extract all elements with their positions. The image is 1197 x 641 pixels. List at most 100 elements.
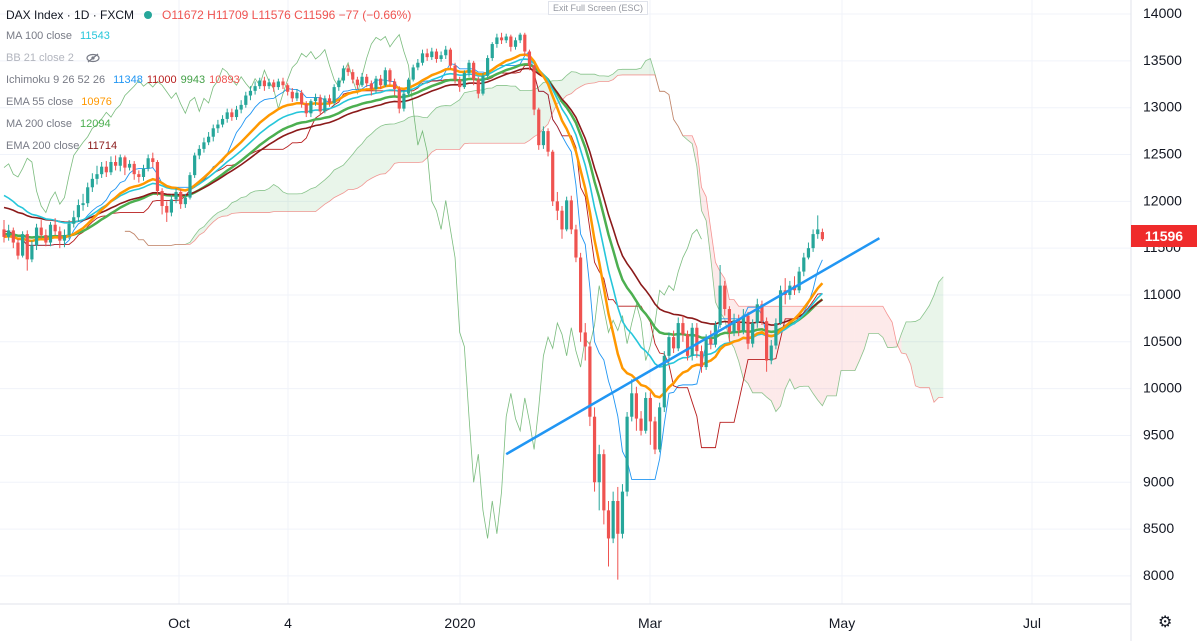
y-tick-label: 12000 — [1143, 192, 1182, 208]
ichimoku-cloud-segment — [906, 321, 911, 365]
candle-body — [527, 51, 532, 66]
ichimoku-cloud-segment — [845, 306, 851, 371]
candle-body — [751, 323, 755, 344]
candle-body — [58, 231, 62, 241]
candle-body — [151, 158, 155, 163]
candle-body — [653, 421, 657, 450]
candle-body — [569, 200, 573, 230]
candle-body — [523, 34, 527, 52]
candle-body — [574, 229, 578, 258]
candle-body — [513, 40, 518, 47]
indicator-value: 11348 — [113, 74, 143, 86]
ichimoku-cloud-segment — [571, 71, 576, 94]
candle-body — [109, 162, 113, 173]
candle-body — [746, 315, 750, 344]
ichimoku-cloud-segment — [408, 116, 414, 163]
candle-body — [658, 407, 662, 450]
ichimoku-cloud-segment — [706, 196, 711, 259]
candle-body — [662, 355, 666, 408]
candle-body — [207, 136, 211, 143]
candle-body — [11, 230, 15, 243]
candle-body — [667, 337, 671, 356]
candle-body — [439, 55, 443, 59]
ichimoku-cloud-segment — [915, 319, 921, 388]
candle-body — [355, 79, 359, 86]
indicator-legend-ema55[interactable]: EMA 55 close 10976 — [6, 96, 112, 108]
candle-body — [374, 78, 378, 89]
candle-body — [560, 210, 564, 230]
ichimoku-cloud-segment — [376, 126, 381, 177]
candle-body — [518, 34, 522, 41]
candle-body — [406, 79, 411, 94]
candle-body — [499, 37, 504, 41]
candle-body — [216, 124, 220, 129]
ichimoku-cloud-segment — [613, 69, 618, 80]
ichimoku-cloud-segment — [636, 68, 642, 75]
candle-body — [7, 230, 11, 237]
ichimoku-cloud-segment — [464, 91, 469, 144]
ichimoku-cloud-segment — [734, 299, 739, 362]
ichimoku-cloud-segment — [357, 143, 363, 189]
candle-body — [588, 346, 592, 417]
candle-body — [458, 79, 462, 88]
ichimoku-cloud-segment — [799, 306, 804, 387]
ichimoku-cloud-segment — [250, 191, 256, 213]
y-tick-label: 13500 — [1143, 52, 1182, 68]
candle-body — [774, 323, 778, 346]
candle-body — [592, 416, 597, 483]
ichimoku-cloud-segment — [455, 99, 460, 150]
gear-icon[interactable]: ⚙ — [1158, 614, 1173, 631]
candle-body — [444, 49, 448, 56]
indicator-name: MA 200 close — [6, 118, 73, 130]
ichimoku-cloud-segment — [566, 71, 572, 96]
indicator-legend-ichimoku[interactable]: Ichimoku 9 26 52 26 11348 11000 9943 108… — [6, 74, 240, 86]
candle-body — [676, 323, 680, 349]
candle-body — [365, 76, 369, 84]
ichimoku-cloud-segment — [473, 90, 479, 144]
ichimoku-cloud-segment — [934, 282, 939, 403]
eye-hidden-icon[interactable] — [86, 53, 100, 63]
ichimoku-cloud-segment — [255, 190, 260, 213]
ichimoku-cloud-segment — [887, 314, 893, 348]
y-tick-label: 14000 — [1143, 5, 1182, 21]
candle-body — [486, 58, 490, 76]
indicator-name: EMA 55 close — [6, 96, 74, 108]
candle-body — [141, 168, 146, 177]
y-tick-label: 10500 — [1143, 333, 1182, 349]
candle-body — [137, 174, 141, 177]
ichimoku-cloud-segment — [320, 179, 325, 208]
candle-body — [383, 70, 387, 86]
ichimoku-cloud-segment — [236, 197, 242, 214]
candle-body — [16, 242, 20, 256]
candle-body — [565, 200, 569, 230]
exit-fullscreen-button[interactable]: Exit Full Screen (ESC) — [548, 1, 649, 15]
candle-body — [402, 93, 406, 109]
ichimoku-cloud-segment — [789, 306, 795, 390]
candle-body — [695, 327, 699, 352]
ichimoku-cloud-segment — [352, 148, 358, 190]
indicator-name: MA 100 close — [6, 30, 73, 42]
candle-body — [21, 234, 25, 256]
candle-body — [802, 257, 806, 272]
candle-body — [253, 86, 257, 91]
candle-body — [25, 234, 29, 260]
candle-body — [30, 245, 34, 260]
indicator-legend-ma200[interactable]: MA 200 close 12094 — [6, 118, 111, 130]
candle-body — [583, 332, 587, 347]
y-tick-label: 12500 — [1143, 146, 1182, 162]
candle-body — [551, 151, 555, 202]
ichimoku-cloud-segment — [482, 88, 488, 144]
candle-body — [53, 224, 57, 232]
ichimoku-cloud-segment — [878, 306, 883, 338]
indicator-legend-ma100[interactable]: MA 100 close 11543 — [6, 30, 110, 42]
candle-body — [211, 128, 215, 137]
indicator-legend-bb[interactable]: BB 21 close 2 — [6, 52, 100, 64]
indicator-legend-ema200[interactable]: EMA 200 close 11714 — [6, 140, 117, 152]
ohlc-readout: O11672 H11709 L11576 C11596 −77 (−0.66%) — [162, 8, 412, 22]
symbol-header: DAX Index · 1D · FXCM O11672 H11709 L115… — [6, 8, 411, 22]
ichimoku-cloud-segment — [803, 306, 809, 387]
candle-body — [704, 338, 708, 368]
ichimoku-cloud-segment — [273, 184, 279, 212]
